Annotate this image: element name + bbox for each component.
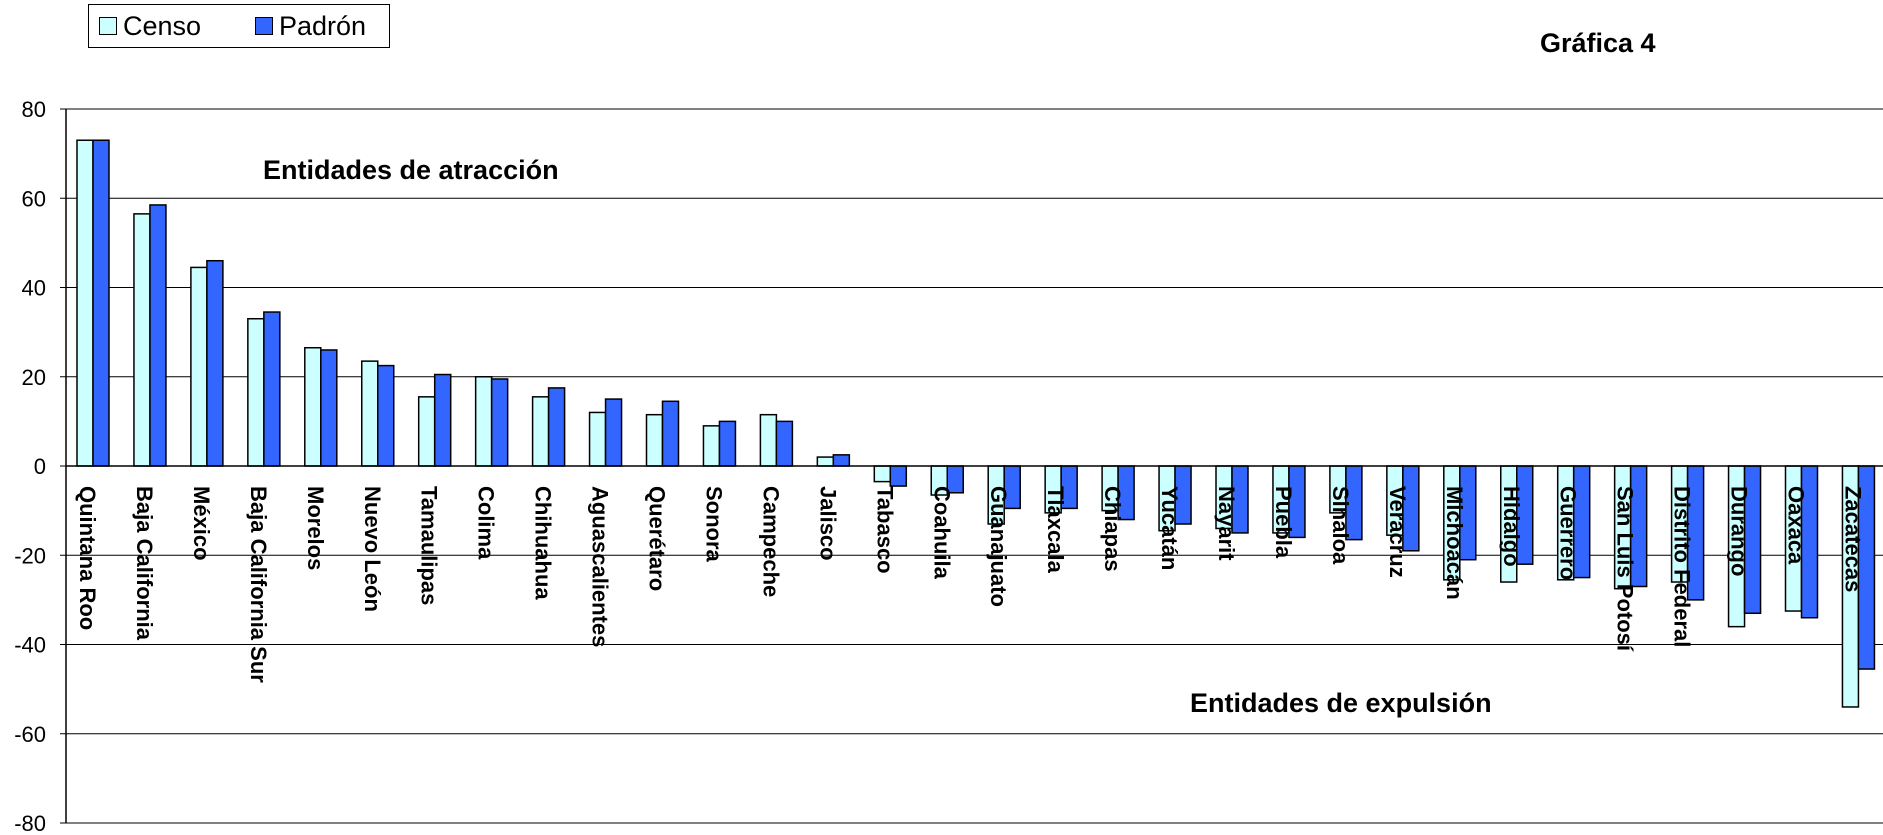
legend-item-padron: Padrón [255,11,366,41]
x-category-label: Durango [1727,486,1752,576]
bar-padron [490,378,509,467]
y-tick-label: 80 [22,97,46,122]
bar-padron [775,420,794,467]
bar-censo [645,413,664,467]
bar-padron [889,465,908,487]
bar-padron [377,364,395,467]
bar-padron [604,398,623,467]
x-category-label: Tlaxcala [1043,486,1068,574]
x-category-label: Guanajuato [986,486,1011,607]
bar-censo [76,139,94,467]
bar-censo [247,317,265,467]
x-category-label: Veracruz [1385,486,1410,578]
legend-label-padron: Padrón [279,10,367,41]
legend-swatch-padron [255,17,273,35]
bar-censo [417,396,436,467]
legend-label-censo: Censo [123,10,202,41]
y-tick-label: -80 [14,811,46,835]
x-category-label: Yucatán [1157,486,1182,570]
bar-censo [304,346,322,467]
x-category-label: Sonora [701,486,726,563]
x-category-label: Aguascalientes [588,486,613,647]
x-category-label: Baja California Sur [246,486,271,683]
x-category-label: Distrito Federal [1670,486,1695,647]
bar-padron [547,387,566,467]
bar-censo [190,266,208,467]
bar-padron [206,259,224,467]
x-category-label: Nuevo León [360,486,385,612]
x-category-label: Chihuahua [531,486,556,600]
bar-padron [263,311,281,467]
x-category-label: Michoacán [1442,486,1467,600]
y-tick-label: -40 [14,633,46,658]
legend-swatch-censo [99,17,117,35]
bar-censo [361,360,379,467]
bar-padron [718,420,737,467]
x-category-label: Puebla [1271,486,1296,559]
y-tick-label: 60 [22,186,46,211]
x-category-label: Colima [474,486,499,560]
x-category-label: Campeche [758,486,783,597]
x-category-label: Morelos [303,486,328,570]
x-category-label: Coahuila [929,486,954,580]
x-category-label: Jalisco [815,486,840,561]
bar-censo [588,411,607,467]
x-category-label: Guerrero [1556,486,1581,580]
bar-censo [873,465,892,483]
bar-padron [661,400,680,467]
annotation-attraction: Entidades de atracción [263,155,559,185]
bar-padron [433,373,452,467]
bar-censo [133,213,151,467]
legend-item-censo: Censo [99,11,201,41]
bar-censo [531,396,550,467]
y-tick-label: 0 [34,454,46,479]
y-tick-label: -20 [14,543,46,568]
y-tick-label: 40 [22,276,46,301]
bar-censo [759,413,778,467]
y-axis: 80 60 40 20 0 -20 -40 -60 -80 [14,97,67,835]
x-axis-labels: Quintana Roo Baja California México Baja Ca… [66,465,1883,683]
x-category-label: Quintana Roo [75,486,100,630]
x-category-label: Tabasco [872,486,897,574]
bar-series [76,139,1876,708]
x-category-label: Sinaloa [1328,486,1353,565]
x-category-label: Hidalgo [1499,486,1524,567]
x-category-label: Querétaro [645,486,670,591]
x-category-label: San Luis Potosí [1613,486,1638,652]
x-category-label: Zacatecas [1840,486,1865,592]
chart-title: Gráfica 4 [1540,28,1656,58]
x-category-label: Chiapas [1100,486,1125,572]
x-category-label: Nayarit [1214,486,1239,561]
annotation-expulsion: Entidades de expulsión [1190,688,1492,718]
bar-censo [702,425,721,467]
bar-padron [832,454,851,467]
x-category-label: Oaxaca [1784,486,1809,565]
x-category-label: Baja California [132,486,157,641]
bar-censo [816,456,835,467]
bar-padron [149,204,167,467]
bar-padron [92,139,110,467]
x-category-label: México [189,486,214,561]
legend: Censo Padrón [88,4,390,48]
bar-padron [320,349,338,467]
y-tick-label: -60 [14,722,46,747]
x-category-label: Tamaulipas [417,486,442,605]
y-tick-label: 20 [22,365,46,390]
bar-censo [474,376,493,467]
